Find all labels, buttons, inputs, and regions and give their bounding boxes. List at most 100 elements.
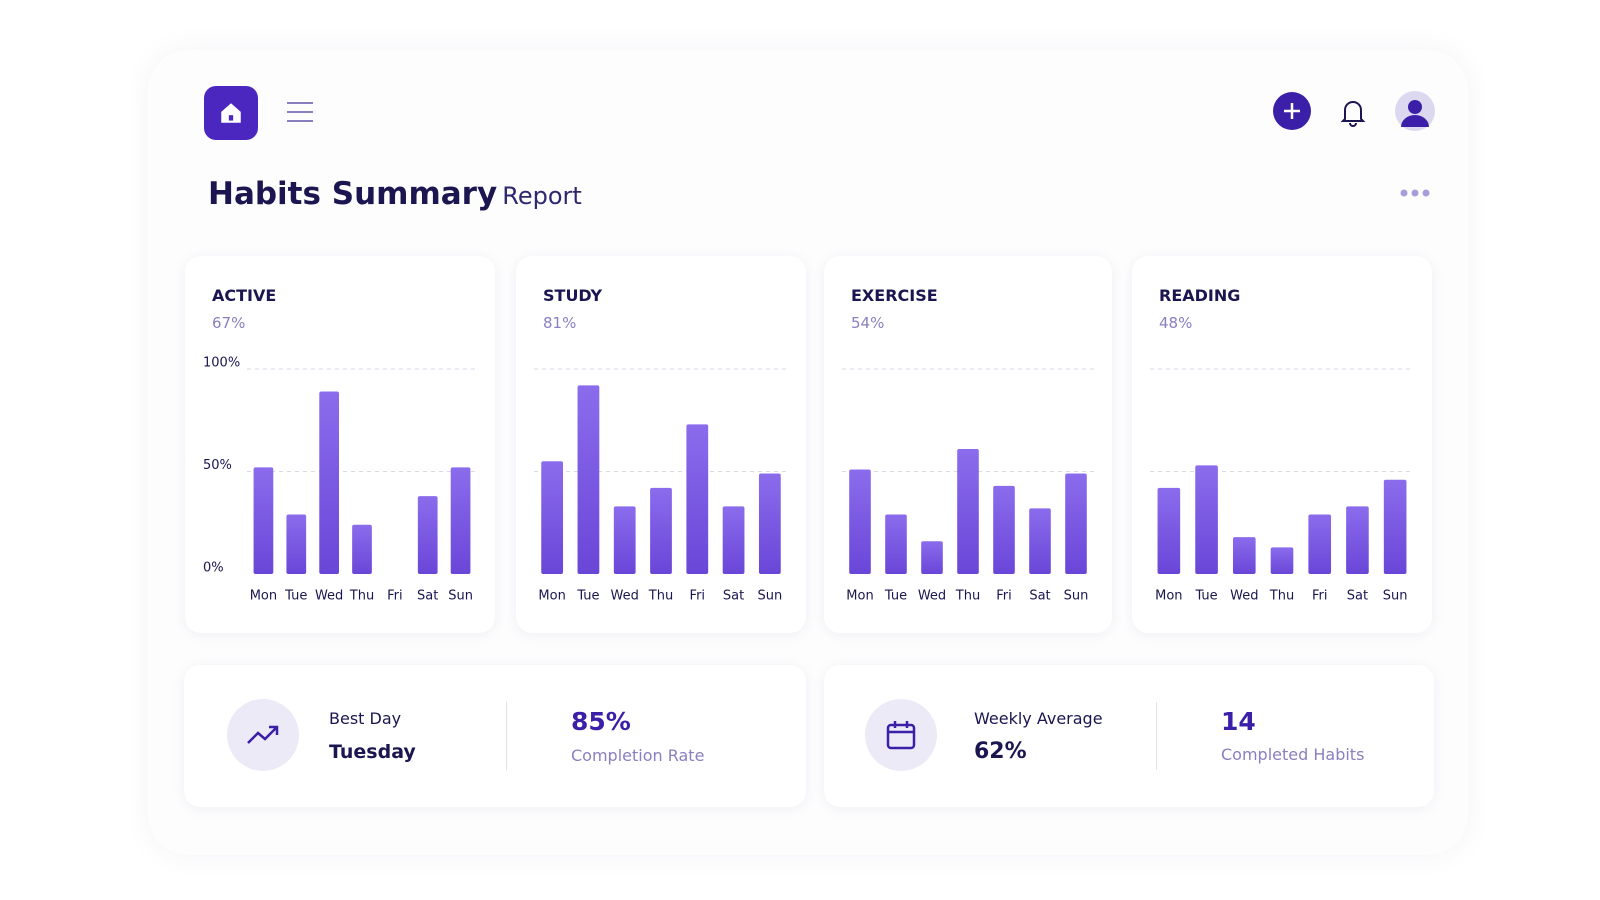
bar: [993, 485, 1015, 574]
x-tick-label: Fri: [996, 589, 1012, 604]
x-tick-label: Wed: [611, 589, 639, 604]
y-tick-label: 0%: [203, 561, 224, 576]
x-tick-label: Fri: [1312, 589, 1328, 604]
divider: [1156, 702, 1157, 770]
chart-subtitle: 67%: [212, 314, 246, 332]
subtitle: Report: [502, 182, 582, 210]
bar: [1232, 537, 1256, 574]
y-tick-label: 50%: [203, 458, 232, 473]
stat-value: 62%: [974, 739, 1027, 764]
stat-label: Completion Rate: [571, 746, 705, 765]
bar: [253, 467, 274, 574]
stat-label: Completed Habits: [1221, 745, 1365, 764]
x-tick-label: Sat: [1347, 589, 1368, 604]
chart: Mon Tue Wed Thu Fri Sat Sun: [842, 368, 1094, 604]
chart-subtitle: 81%: [543, 314, 577, 332]
bar: [686, 424, 709, 574]
stats-card: Weekly Average 62% 14 Completed Habits: [824, 665, 1434, 807]
x-tick-label: Tue: [284, 589, 307, 604]
trend-icon: [227, 699, 299, 771]
x-tick-label: Sun: [757, 589, 782, 604]
x-tick-label: Sat: [1029, 589, 1050, 604]
x-tick-label: Sat: [417, 589, 438, 604]
bar: [758, 473, 781, 574]
bar: [885, 514, 907, 574]
x-tick-label: Sun: [1383, 589, 1408, 604]
bar: [650, 487, 672, 574]
bar: [319, 391, 339, 574]
chart-card: READING 48% Mon Tue Wed Thu Fri Sat Sun: [1132, 256, 1432, 633]
chart-card: EXERCISE 54% Mon Tue Wed Thu Fri Sat Sun: [824, 256, 1112, 633]
chart: 0% 50% 100% Mon Tue Wed Thu Fri Sat Sun: [203, 356, 477, 604]
bar: [921, 541, 943, 574]
bar: [722, 506, 745, 574]
chart-title: READING: [1159, 286, 1241, 305]
bar: [613, 506, 636, 574]
divider: [506, 702, 507, 770]
bar: [1308, 514, 1332, 574]
bar: [1065, 473, 1087, 574]
menu-icon[interactable]: [286, 100, 314, 124]
bar: [957, 448, 979, 574]
more-icon[interactable]: [1400, 188, 1432, 198]
bar: [1195, 465, 1218, 574]
bar: [1270, 547, 1294, 574]
bar: [352, 524, 372, 574]
page-title: Habits Summary Report: [208, 176, 582, 212]
x-tick-label: Mon: [250, 589, 277, 604]
chart: Mon Tue Wed Thu Fri Sat Sun: [534, 368, 788, 604]
x-tick-label: Tue: [884, 589, 907, 604]
stat-value: Tuesday: [329, 741, 416, 763]
bar: [577, 385, 600, 574]
x-tick-label: Wed: [1230, 589, 1258, 604]
x-tick-label: Fri: [690, 589, 706, 604]
stat-value: 85%: [571, 707, 631, 736]
x-tick-label: Mon: [1155, 589, 1182, 604]
x-tick-label: Thu: [1269, 589, 1294, 604]
bell-icon[interactable]: [1340, 97, 1366, 127]
x-tick-label: Sat: [723, 589, 744, 604]
add-button[interactable]: [1273, 92, 1311, 130]
stat-label: Weekly Average: [974, 709, 1103, 728]
chart-subtitle: 54%: [851, 314, 885, 332]
bar: [1346, 506, 1369, 574]
x-tick-label: Thu: [648, 589, 673, 604]
stat-label: Best Day: [329, 709, 402, 728]
stat-value: 14: [1221, 707, 1256, 736]
bar: [1157, 487, 1181, 574]
chart-card: STUDY 81% Mon Tue Wed Thu Fri Sat Sun: [516, 256, 806, 633]
chart-title: EXERCISE: [851, 286, 938, 305]
x-tick-label: Wed: [918, 589, 946, 604]
x-tick-label: Tue: [576, 589, 599, 604]
home-icon: [221, 103, 241, 123]
bar: [450, 467, 471, 574]
x-tick-label: Fri: [387, 589, 403, 604]
x-tick-label: Mon: [846, 589, 873, 604]
chart-title: ACTIVE: [212, 286, 277, 305]
x-tick-label: Sun: [1064, 589, 1089, 604]
stats-card: Best Day Tuesday 85% Completion Rate: [184, 665, 806, 807]
y-tick-label: 100%: [203, 356, 240, 371]
home-button[interactable]: [204, 86, 258, 140]
x-tick-label: Sun: [448, 589, 473, 604]
calendar-icon: [865, 699, 937, 771]
chart-card: ACTIVE 67% 0% 50% 100% Mon Tue Wed Thu Fri Sat Sun: [185, 256, 495, 633]
bar: [1029, 508, 1051, 574]
bar: [849, 469, 871, 574]
avatar[interactable]: [1395, 91, 1435, 131]
bar: [286, 514, 307, 574]
x-tick-label: Mon: [538, 589, 565, 604]
chart-subtitle: 48%: [1159, 314, 1193, 332]
bar: [417, 496, 438, 574]
bar: [541, 461, 564, 574]
x-tick-label: Thu: [955, 589, 980, 604]
x-tick-label: Thu: [349, 589, 374, 604]
bar: [1383, 479, 1407, 574]
x-tick-label: Tue: [1194, 589, 1217, 604]
title: Habits Summary: [208, 176, 498, 212]
x-tick-label: Wed: [315, 589, 343, 604]
chart: Mon Tue Wed Thu Fri Sat Sun: [1150, 368, 1414, 604]
chart-title: STUDY: [543, 286, 603, 305]
plus-icon: [1284, 103, 1300, 119]
